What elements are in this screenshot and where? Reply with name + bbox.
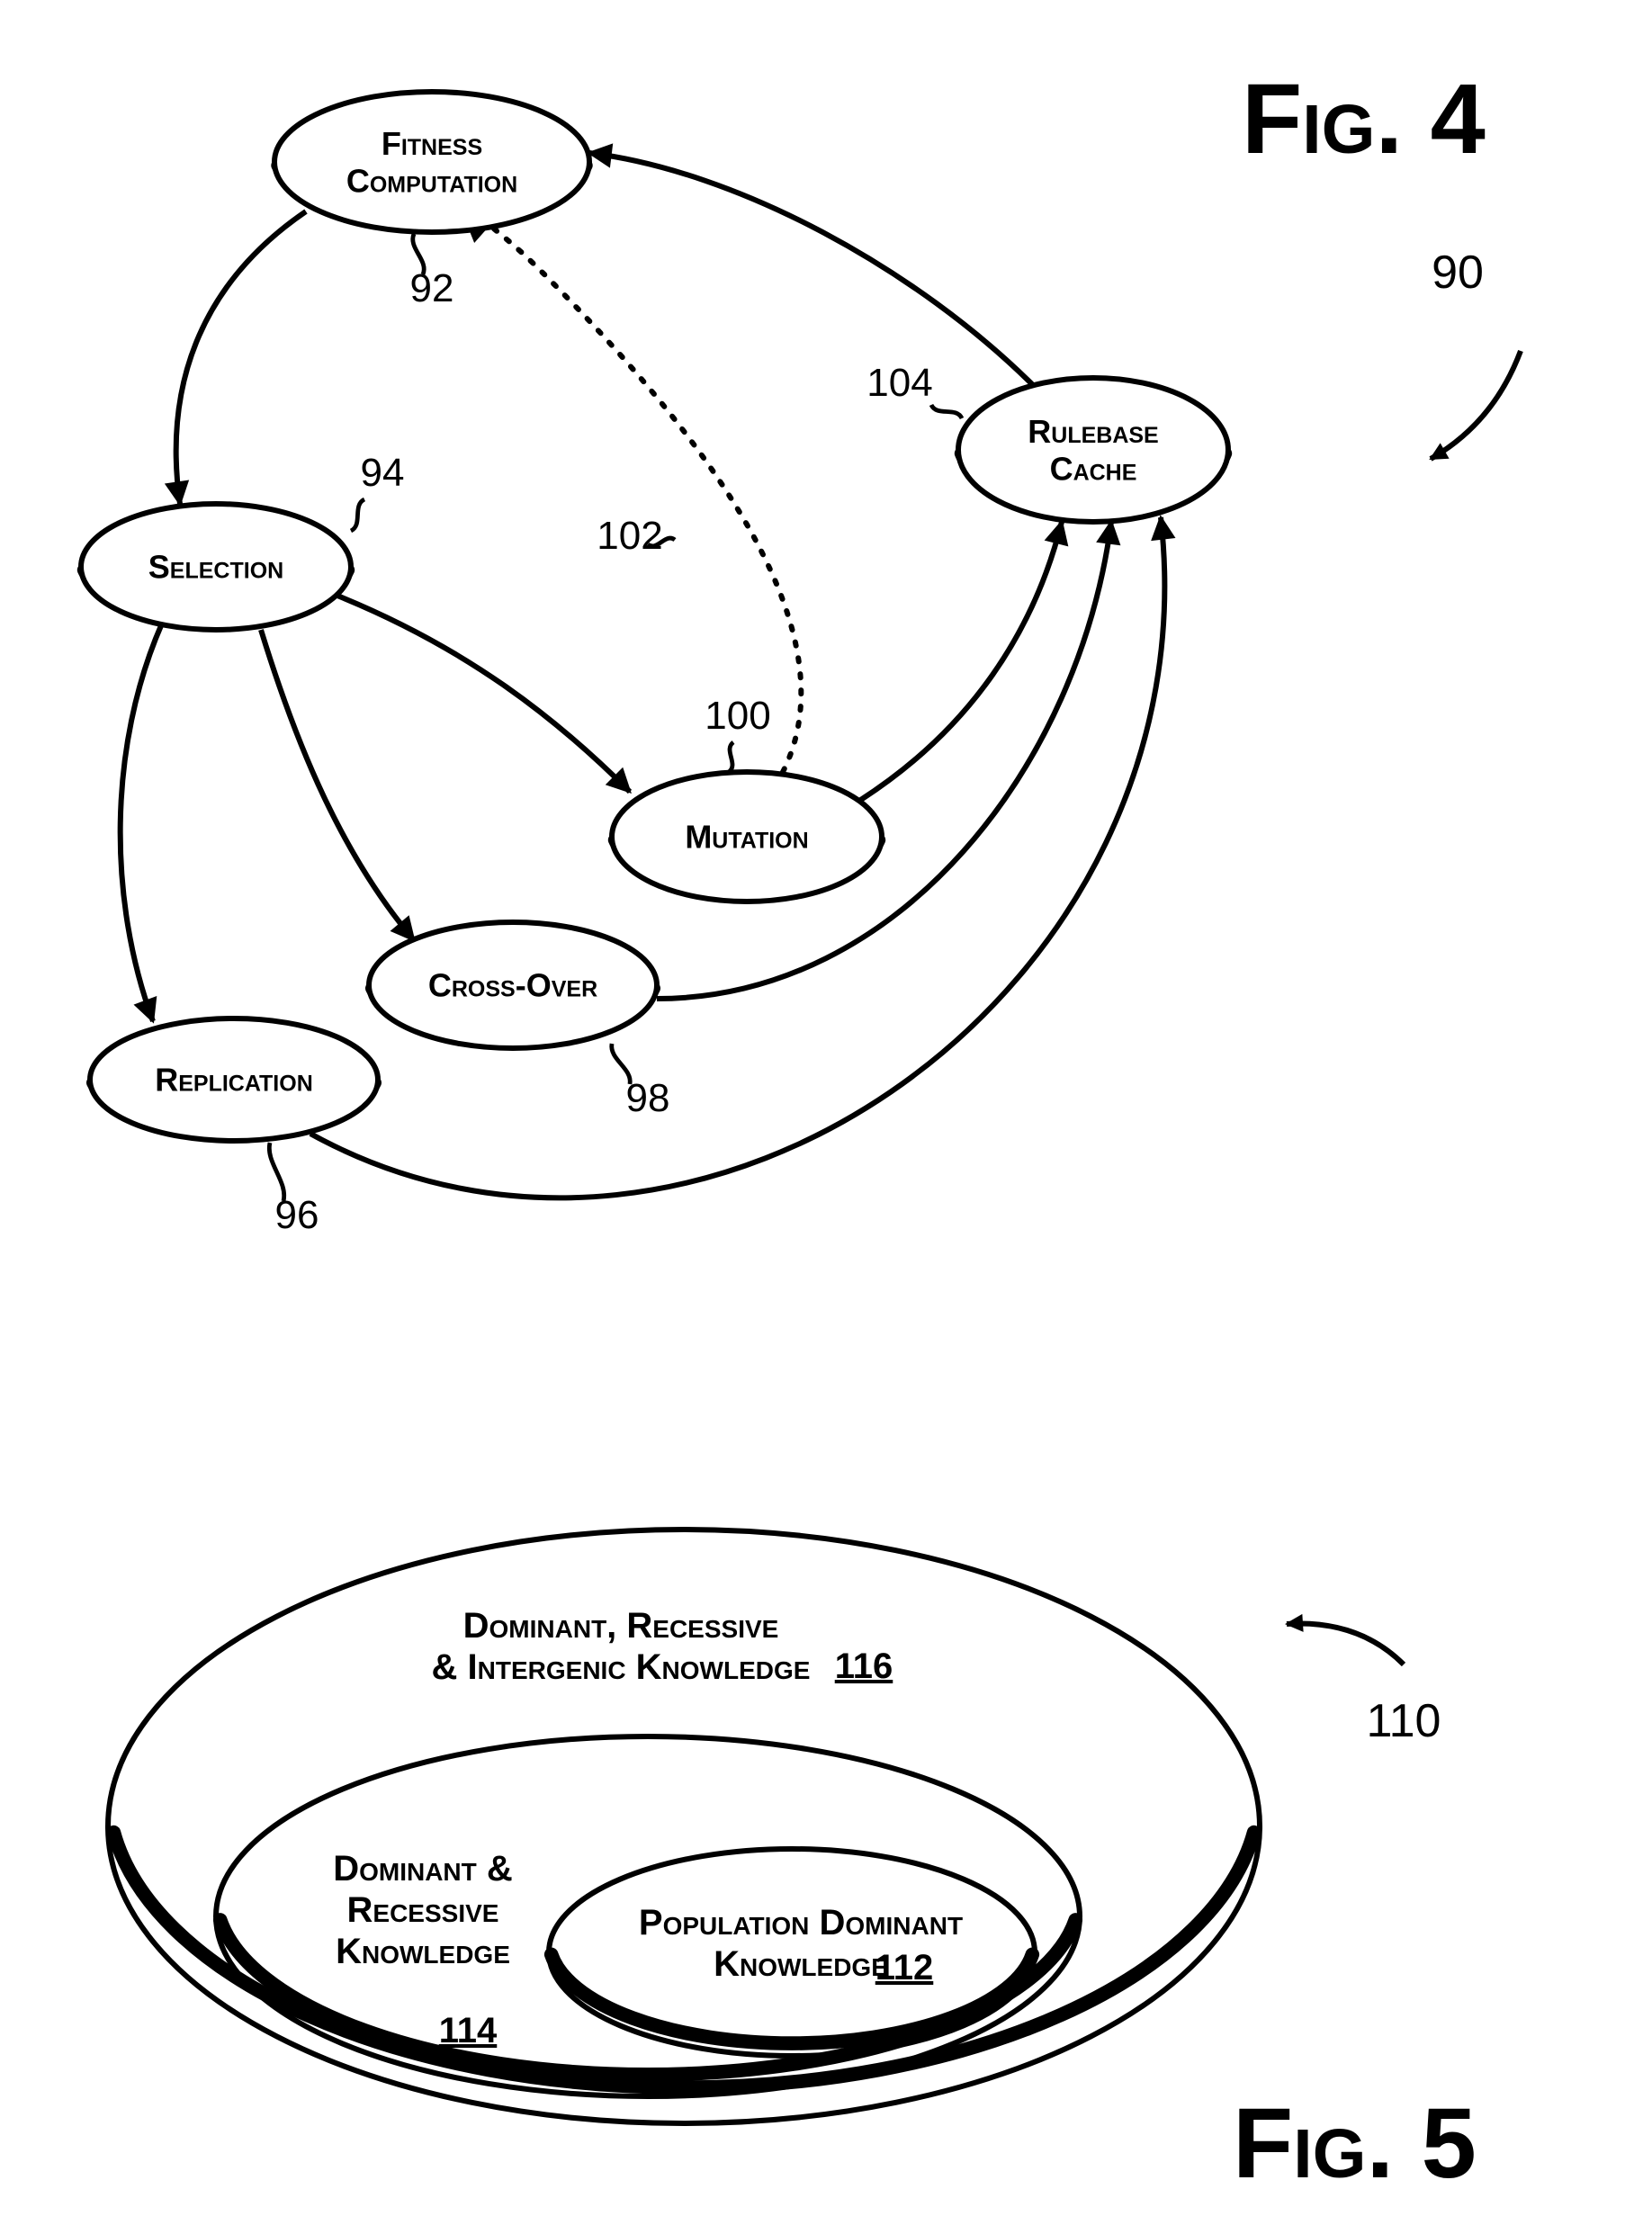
edge-crossover-rulebase [657,522,1111,999]
ellipse-middle-ref: 114 [439,2011,498,2050]
node-mutation-label: Mutation [685,819,808,856]
ellipse-inner-ref: 112 [875,1948,934,1987]
node-selection: Selection [81,504,351,630]
ref-102: 102 [597,514,662,558]
figure-4-title: Fig. 4 [1242,64,1486,175]
node-fitness-label: Fitness [382,125,482,162]
node-rulebase: RulebaseCache [958,378,1228,522]
ref-92: 92 [410,266,454,310]
ref-110: 110 [1367,1695,1441,1747]
ellipse-inner-label: Population Dominant [639,1903,963,1942]
edge-mutation-fitness [489,223,801,772]
ellipse-middle-label: Knowledge [336,1932,510,1971]
ellipse-middle-label: Recessive [347,1890,499,1930]
fig4-ref-arrow [1431,351,1521,459]
ellipse-outer-label: & Intergenic Knowledge [432,1647,811,1687]
fig5-ref-arrow [1287,1624,1404,1664]
ref-98: 98 [626,1076,670,1120]
edge-selection-mutation [333,594,630,792]
ellipse-outer-label: Dominant, Recessive [463,1606,779,1646]
node-rulebase-label: Rulebase [1028,413,1158,450]
node-fitness-label: Computation [346,162,517,199]
edge-selection-crossover [261,630,414,940]
ellipse-inner-label: Knowledge [714,1944,888,1984]
edge-rulebase-fitness [589,153,1035,387]
ref-100: 100 [705,694,770,738]
ellipse-middle-label: Dominant & [333,1849,513,1889]
node-crossover: Cross-Over [369,922,657,1048]
ref-90: 90 [1432,247,1484,299]
node-replication: Replication [90,1018,378,1141]
edge-selection-replication [121,624,162,1021]
ref-94: 94 [361,451,405,495]
ref-96: 96 [275,1193,319,1237]
node-crossover-label: Cross-Over [428,967,597,1004]
node-replication-label: Replication [155,1062,313,1099]
node-selection-label: Selection [148,549,283,586]
ellipse-inner: Population DominantKnowledge112 [549,1849,1035,2056]
edge-fitness-selection [176,211,306,504]
node-mutation: Mutation [612,772,882,902]
ellipse-outer-ref: 116 [835,1646,893,1686]
ref-104: 104 [866,361,932,405]
node-rulebase-label: Cache [1050,450,1137,487]
figure-5-title: Fig. 5 [1233,2088,1477,2199]
node-fitness: FitnessComputation [274,92,589,232]
